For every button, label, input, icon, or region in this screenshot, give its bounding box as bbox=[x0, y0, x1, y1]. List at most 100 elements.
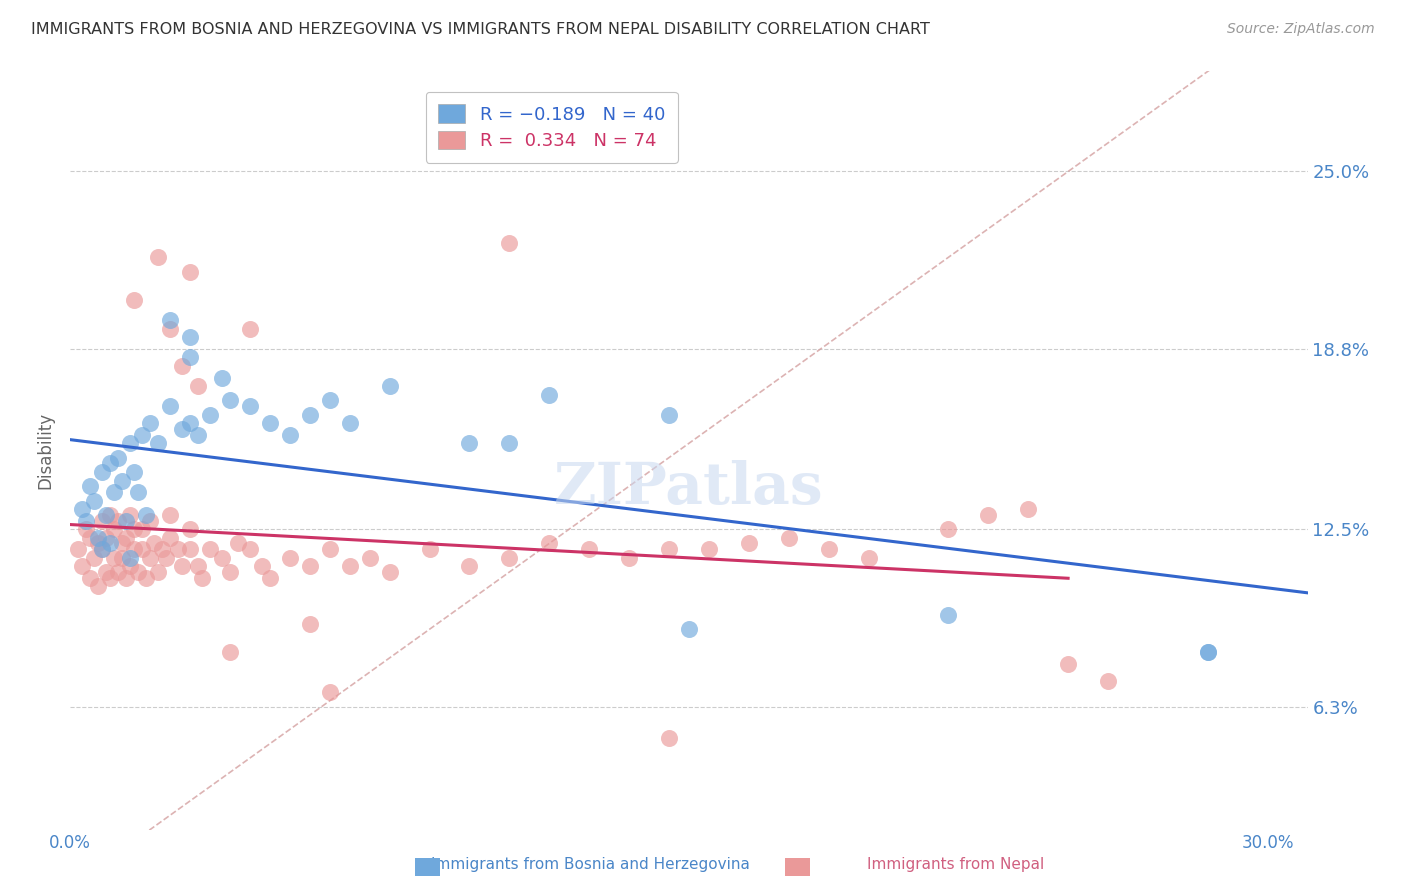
Point bbox=[219, 645, 242, 659]
Point bbox=[159, 399, 181, 413]
Point bbox=[122, 465, 145, 479]
Point bbox=[107, 450, 129, 465]
Point bbox=[72, 502, 94, 516]
Point bbox=[96, 565, 118, 579]
Point bbox=[458, 559, 481, 574]
Point bbox=[1197, 645, 1219, 659]
Point bbox=[977, 508, 1000, 522]
Point bbox=[146, 250, 169, 264]
Point bbox=[298, 616, 321, 631]
Point bbox=[778, 531, 800, 545]
Text: ZIPatlas: ZIPatlas bbox=[554, 460, 824, 516]
Point bbox=[678, 622, 700, 636]
Point bbox=[87, 579, 110, 593]
Point bbox=[120, 559, 142, 574]
Point bbox=[87, 531, 110, 545]
Point bbox=[278, 427, 301, 442]
Point bbox=[226, 536, 249, 550]
Point bbox=[339, 417, 361, 431]
Point bbox=[75, 522, 97, 536]
Point bbox=[538, 536, 561, 550]
Point bbox=[135, 508, 157, 522]
Point bbox=[418, 542, 440, 557]
Point bbox=[817, 542, 839, 557]
Point bbox=[1197, 645, 1219, 659]
Point bbox=[155, 550, 177, 565]
Point bbox=[83, 550, 105, 565]
Point bbox=[131, 427, 153, 442]
Point bbox=[120, 436, 142, 450]
Point bbox=[98, 571, 121, 585]
Point bbox=[578, 542, 600, 557]
Point bbox=[91, 542, 114, 557]
Point bbox=[1097, 673, 1119, 688]
Point bbox=[359, 550, 381, 565]
Point bbox=[79, 571, 101, 585]
Point bbox=[298, 559, 321, 574]
Point bbox=[131, 542, 153, 557]
Point bbox=[115, 531, 138, 545]
Text: Source: ZipAtlas.com: Source: ZipAtlas.com bbox=[1227, 22, 1375, 37]
Point bbox=[179, 351, 201, 365]
Point bbox=[179, 522, 201, 536]
Point bbox=[98, 508, 121, 522]
Point bbox=[938, 607, 960, 622]
Point bbox=[170, 359, 193, 373]
Point bbox=[319, 542, 342, 557]
Point bbox=[259, 571, 281, 585]
Point bbox=[159, 313, 181, 327]
Point bbox=[115, 571, 138, 585]
Point bbox=[139, 417, 162, 431]
Point bbox=[67, 542, 90, 557]
Point bbox=[378, 565, 401, 579]
Point bbox=[131, 522, 153, 536]
Point bbox=[259, 417, 281, 431]
Point bbox=[239, 542, 262, 557]
Text: Immigrants from Nepal: Immigrants from Nepal bbox=[868, 857, 1045, 872]
Point bbox=[107, 514, 129, 528]
Point bbox=[135, 571, 157, 585]
Point bbox=[617, 550, 640, 565]
Legend: R = −0.189   N = 40, R =  0.334   N = 74: R = −0.189 N = 40, R = 0.334 N = 74 bbox=[426, 92, 678, 163]
Point bbox=[143, 536, 166, 550]
Point bbox=[87, 536, 110, 550]
Point bbox=[498, 235, 520, 250]
Point bbox=[146, 436, 169, 450]
Point bbox=[159, 322, 181, 336]
Point bbox=[179, 417, 201, 431]
Point bbox=[91, 514, 114, 528]
Point bbox=[159, 531, 181, 545]
Point bbox=[298, 408, 321, 422]
Point bbox=[122, 293, 145, 308]
Point bbox=[72, 559, 94, 574]
Point bbox=[103, 550, 125, 565]
Point bbox=[103, 522, 125, 536]
Point bbox=[79, 479, 101, 493]
Point bbox=[159, 508, 181, 522]
Point bbox=[179, 542, 201, 557]
Point bbox=[103, 485, 125, 500]
Text: IMMIGRANTS FROM BOSNIA AND HERZEGOVINA VS IMMIGRANTS FROM NEPAL DISABILITY CORRE: IMMIGRANTS FROM BOSNIA AND HERZEGOVINA V… bbox=[31, 22, 929, 37]
Point bbox=[658, 731, 681, 745]
Point bbox=[111, 474, 134, 488]
Point bbox=[211, 370, 233, 384]
Point bbox=[319, 393, 342, 408]
Point bbox=[122, 542, 145, 557]
Point bbox=[98, 456, 121, 470]
Point bbox=[219, 393, 242, 408]
Point bbox=[91, 465, 114, 479]
Point bbox=[187, 427, 209, 442]
Point bbox=[111, 550, 134, 565]
Point bbox=[458, 436, 481, 450]
Point bbox=[198, 408, 221, 422]
Point bbox=[115, 514, 138, 528]
Point bbox=[75, 514, 97, 528]
Point bbox=[697, 542, 720, 557]
Point bbox=[167, 542, 190, 557]
Point bbox=[219, 565, 242, 579]
Point bbox=[83, 493, 105, 508]
Point bbox=[658, 542, 681, 557]
Point bbox=[278, 550, 301, 565]
Point bbox=[1057, 657, 1080, 671]
Point bbox=[187, 559, 209, 574]
